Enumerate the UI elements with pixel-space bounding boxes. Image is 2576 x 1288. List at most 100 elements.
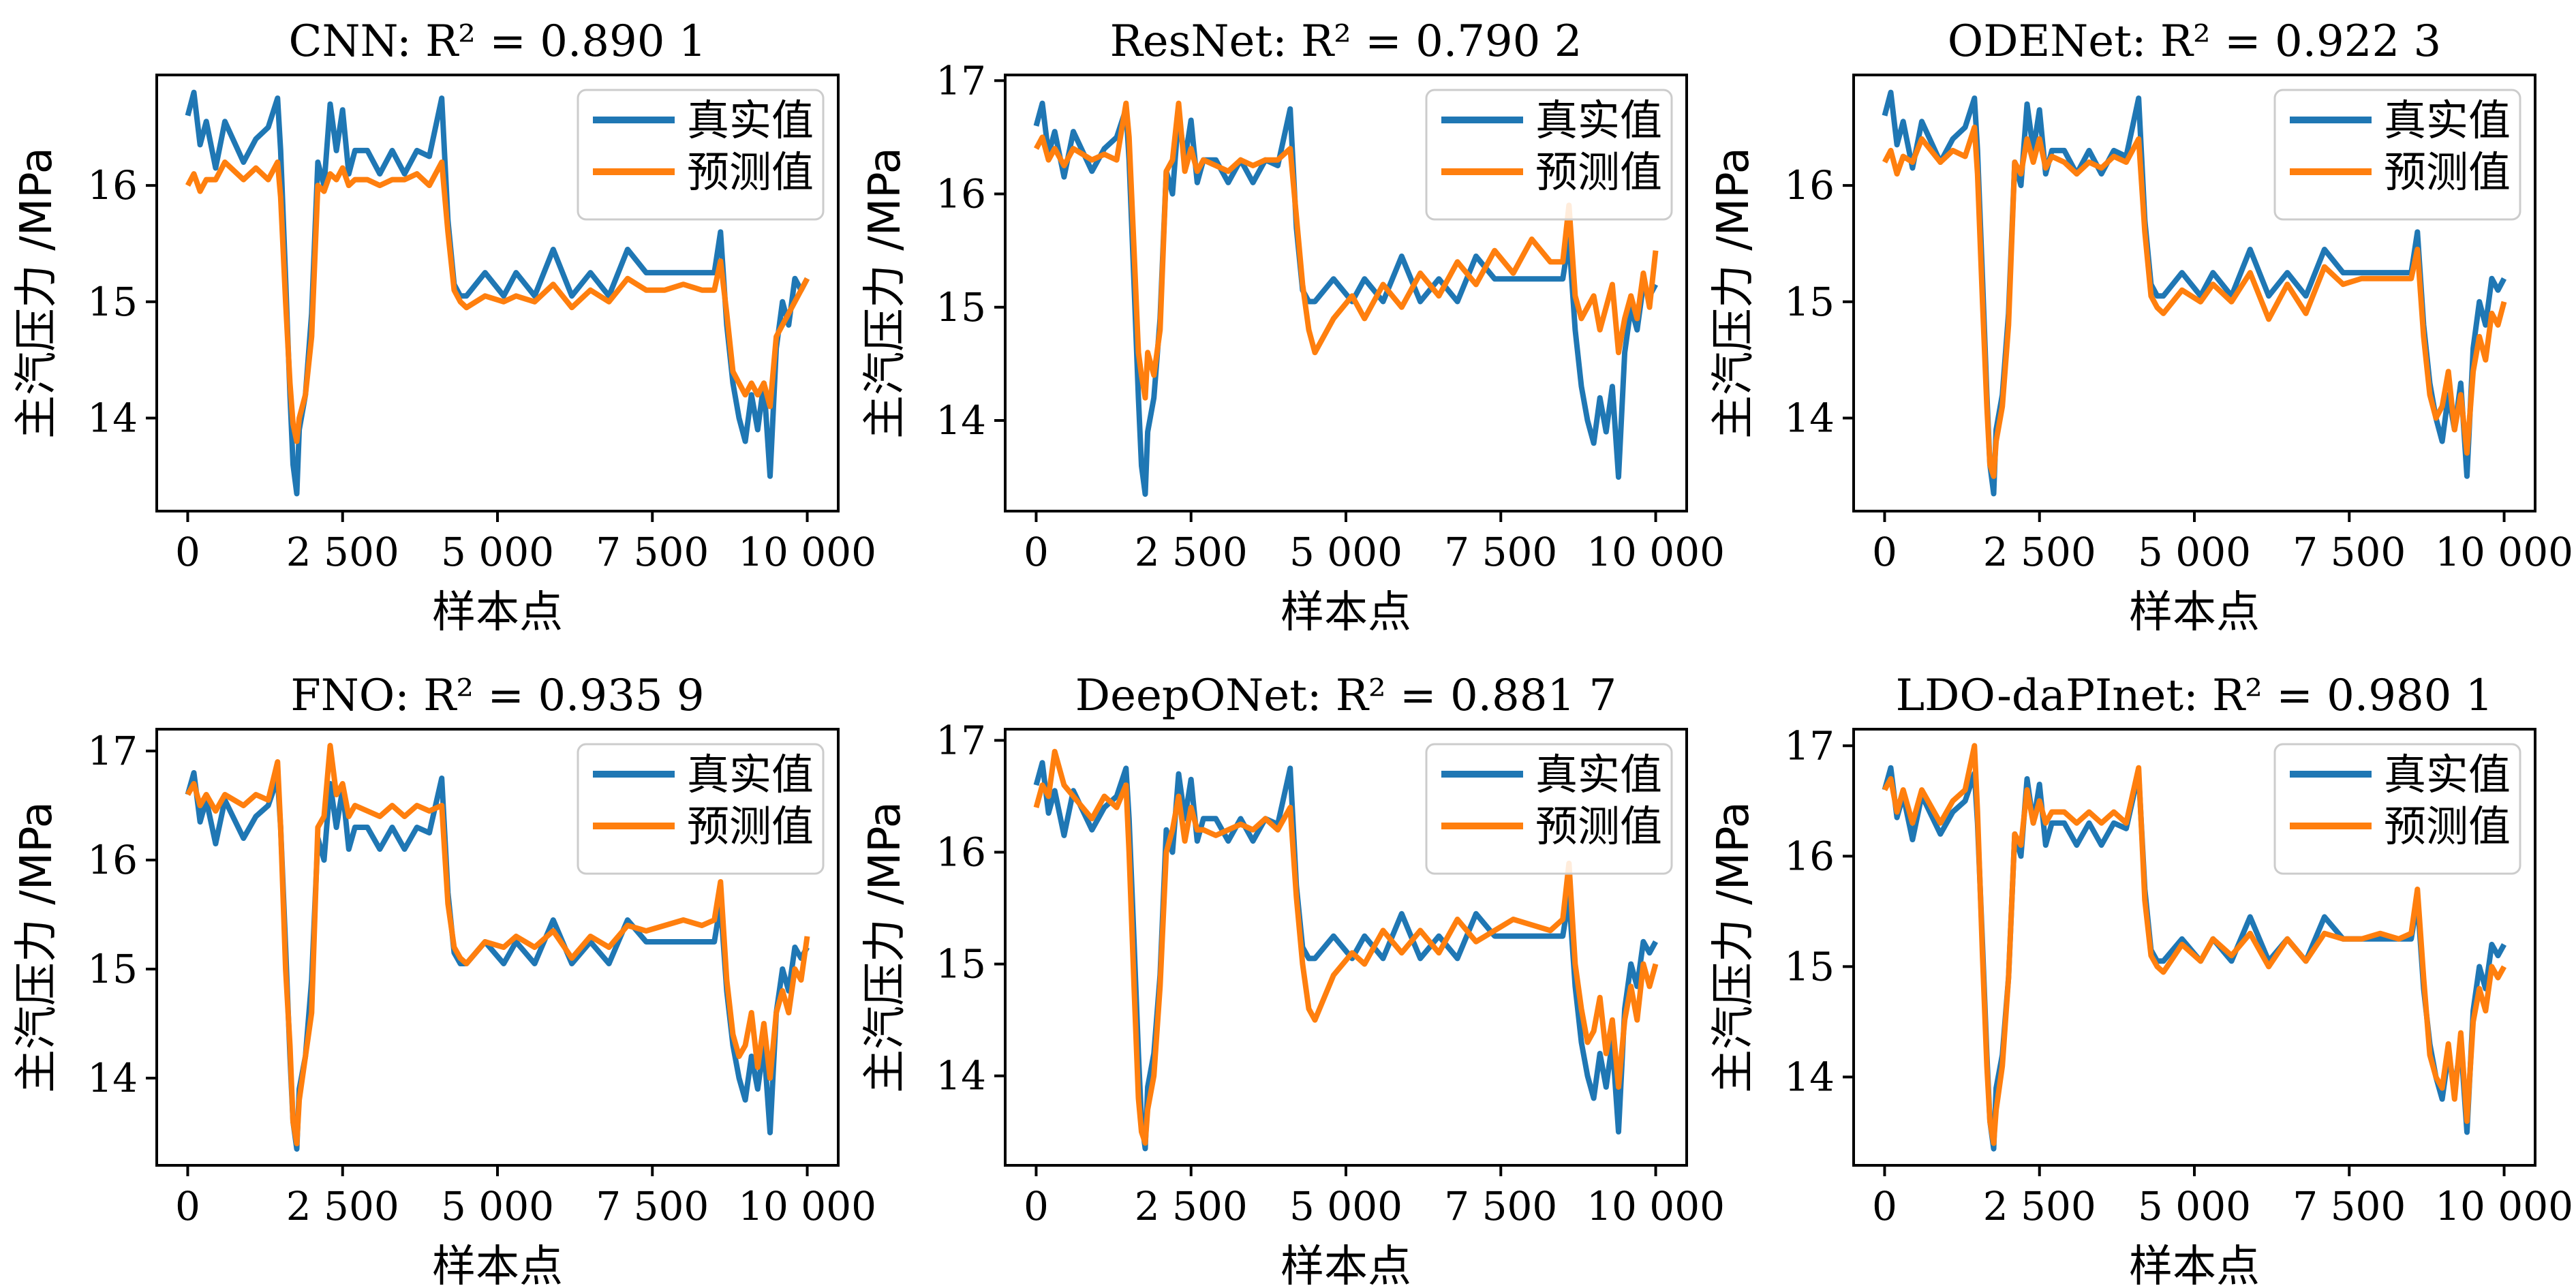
y-tick-label: 14 bbox=[87, 395, 138, 441]
x-tick-label: 5 000 bbox=[441, 1183, 554, 1229]
x-tick-label: 7 500 bbox=[1444, 529, 1557, 575]
legend-label: 真实值 bbox=[687, 750, 814, 799]
chart-title: ODENet: R² = 0.922 3 bbox=[1948, 16, 2441, 67]
x-tick-label: 0 bbox=[175, 1183, 200, 1229]
y-tick-label: 15 bbox=[936, 941, 986, 987]
y-axis-label: 主汽压力 /MPa bbox=[12, 801, 62, 1093]
subplot-1: ResNet: R² = 0.790 2 0 2 500 5 000 7 500 10 0… bbox=[860, 16, 1725, 638]
x-tick-label: 10 000 bbox=[1586, 1183, 1725, 1229]
x-tick-label: 0 bbox=[1872, 1183, 1897, 1229]
y-tick-label: 14 bbox=[1784, 395, 1835, 441]
y-tick-label: 16 bbox=[1784, 833, 1835, 879]
x-tick-label: 2 500 bbox=[286, 1183, 399, 1229]
chart-title: FNO: R² = 0.935 9 bbox=[290, 671, 704, 721]
x-axis-label: 样本点 bbox=[2129, 587, 2260, 638]
y-tick-label: 17 bbox=[936, 57, 986, 104]
subplot-3: FNO: R² = 0.935 9 0 2 500 5 000 7 500 10 000 1… bbox=[12, 671, 876, 1288]
y-tick-label: 16 bbox=[87, 162, 138, 209]
x-axis-label: 样本点 bbox=[2129, 1242, 2260, 1288]
x-axis-label: 样本点 bbox=[1281, 1242, 1411, 1288]
x-tick-label: 2 500 bbox=[1983, 529, 2096, 575]
series-line-predicted bbox=[1033, 100, 1659, 401]
legend-label: 真实值 bbox=[2384, 95, 2511, 145]
y-axis-label: 主汽压力 /MPa bbox=[860, 801, 910, 1093]
x-tick-label: 2 500 bbox=[286, 529, 399, 575]
series-line-predicted bbox=[1882, 124, 2507, 479]
x-tick-label: 5 000 bbox=[1289, 1183, 1402, 1229]
x-axis-label: 样本点 bbox=[432, 1242, 563, 1288]
subplot-2: ODENet: R² = 0.922 3 0 2 500 5 000 7 500 10 0… bbox=[1708, 16, 2573, 638]
chart-title: ResNet: R² = 0.790 2 bbox=[1110, 16, 1582, 67]
y-tick-label: 15 bbox=[1784, 279, 1835, 325]
y-tick-label: 15 bbox=[87, 946, 138, 992]
y-axis-label: 主汽压力 /MPa bbox=[12, 147, 62, 439]
legend-label: 预测值 bbox=[687, 801, 814, 851]
x-tick-label: 10 000 bbox=[738, 1183, 876, 1229]
y-tick-label: 14 bbox=[1784, 1054, 1835, 1100]
x-tick-label: 5 000 bbox=[2138, 529, 2251, 575]
y-axis-label: 主汽压力 /MPa bbox=[1708, 147, 1759, 439]
x-tick-label: 5 000 bbox=[2138, 1183, 2251, 1229]
chart-title: CNN: R² = 0.890 1 bbox=[288, 16, 706, 67]
x-tick-label: 0 bbox=[175, 529, 200, 575]
y-tick-label: 16 bbox=[936, 829, 986, 876]
legend-label: 预测值 bbox=[1535, 801, 1662, 851]
chart-title: DeepONet: R² = 0.881 7 bbox=[1075, 671, 1616, 721]
legend-label: 预测值 bbox=[687, 147, 814, 197]
y-tick-label: 16 bbox=[87, 837, 138, 883]
y-tick-label: 17 bbox=[87, 728, 138, 774]
x-tick-label: 7 500 bbox=[596, 1183, 709, 1229]
x-axis-label: 样本点 bbox=[432, 587, 563, 638]
legend-label: 预测值 bbox=[2384, 147, 2511, 197]
legend-label: 预测值 bbox=[1535, 147, 1662, 197]
y-tick-label: 15 bbox=[87, 279, 138, 325]
subplot-5: LDO-daPInet: R² = 0.980 1 0 2 500 5 000 7 50… bbox=[1708, 671, 2573, 1288]
y-tick-label: 15 bbox=[1784, 943, 1835, 990]
x-tick-label: 2 500 bbox=[1983, 1183, 2096, 1229]
x-tick-label: 2 500 bbox=[1135, 529, 1248, 575]
x-tick-label: 10 000 bbox=[2435, 529, 2573, 575]
subplot-0: CNN: R² = 0.890 1 0 2 500 5 000 7 500 10 000 1… bbox=[12, 16, 876, 638]
x-tick-label: 10 000 bbox=[1586, 529, 1725, 575]
x-tick-label: 7 500 bbox=[2293, 1183, 2406, 1229]
y-tick-label: 14 bbox=[936, 397, 986, 444]
y-tick-label: 16 bbox=[936, 171, 986, 217]
y-tick-label: 16 bbox=[1784, 162, 1835, 209]
x-tick-label: 5 000 bbox=[441, 529, 554, 575]
y-axis-label: 主汽压力 /MPa bbox=[1708, 801, 1759, 1093]
x-tick-label: 5 000 bbox=[1289, 529, 1402, 575]
y-tick-label: 14 bbox=[936, 1053, 986, 1099]
y-tick-label: 15 bbox=[936, 284, 986, 331]
x-tick-label: 0 bbox=[1024, 529, 1049, 575]
x-tick-label: 10 000 bbox=[2435, 1183, 2573, 1229]
series-line-predicted bbox=[185, 743, 810, 1146]
y-tick-label: 17 bbox=[1784, 722, 1835, 769]
legend-label: 真实值 bbox=[1535, 750, 1662, 799]
y-tick-label: 14 bbox=[87, 1055, 138, 1101]
x-tick-label: 0 bbox=[1872, 529, 1897, 575]
x-tick-label: 7 500 bbox=[2293, 529, 2406, 575]
x-tick-label: 0 bbox=[1024, 1183, 1049, 1229]
y-tick-label: 17 bbox=[936, 717, 986, 763]
legend-label: 预测值 bbox=[2384, 801, 2511, 851]
x-tick-label: 7 500 bbox=[596, 529, 709, 575]
x-axis-label: 样本点 bbox=[1281, 587, 1411, 638]
x-tick-label: 10 000 bbox=[738, 529, 876, 575]
series-line-predicted bbox=[1033, 748, 1659, 1146]
series-line-predicted bbox=[185, 159, 810, 444]
y-axis-label: 主汽压力 /MPa bbox=[860, 147, 910, 439]
subplot-4: DeepONet: R² = 0.881 7 0 2 500 5 000 7 500 10… bbox=[860, 671, 1725, 1288]
legend-label: 真实值 bbox=[1535, 95, 1662, 145]
legend-label: 真实值 bbox=[687, 95, 814, 145]
x-tick-label: 7 500 bbox=[1444, 1183, 1557, 1229]
series-line-predicted bbox=[1882, 743, 2506, 1146]
chart-title: LDO-daPInet: R² = 0.980 1 bbox=[1896, 671, 2494, 721]
